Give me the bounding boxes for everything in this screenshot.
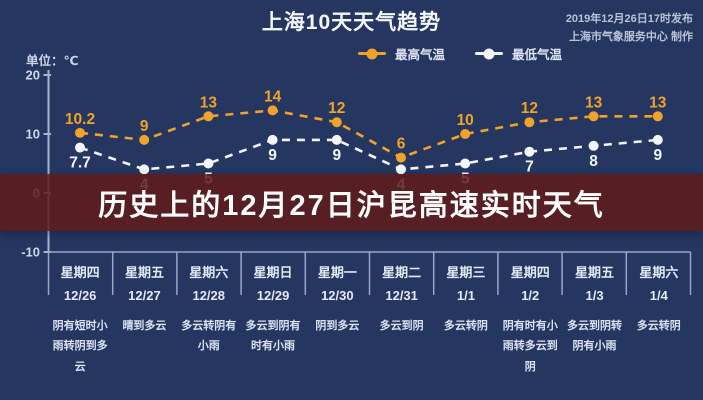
data-point-marker xyxy=(524,146,535,157)
data-point-marker xyxy=(524,117,535,128)
data-point-marker xyxy=(75,142,85,153)
date-label: 1/3 xyxy=(585,288,604,303)
weather-text: 多云到阴有时有小雨 xyxy=(245,320,301,353)
data-point-marker xyxy=(203,111,214,122)
day-column: 星期四 12/26 阴有短时小雨转阴到多云 xyxy=(48,258,112,377)
high-temp-legend-marker-icon xyxy=(358,48,386,59)
data-point-marker xyxy=(267,105,278,116)
date-label: 12/28 xyxy=(192,288,226,303)
weather-text: 多云转阴有小雨 xyxy=(181,320,237,353)
day-column: 星期五 12/27 晴到多云 xyxy=(112,258,176,377)
value-label: 12 xyxy=(521,100,538,117)
publish-info: 2019年12月26日17时发布 上海市气象服务中心 制作 xyxy=(566,10,693,46)
data-point-marker xyxy=(460,158,471,169)
y-tick-label: 10 xyxy=(26,127,40,142)
value-label: 9 xyxy=(140,118,149,135)
date-label: 1/4 xyxy=(649,288,668,303)
value-label: 13 xyxy=(649,94,667,111)
value-label: 13 xyxy=(585,94,603,111)
weekday-label: 星期三 xyxy=(446,265,486,280)
weather-text: 多云到阴转阴有小雨 xyxy=(567,320,623,353)
data-point-marker xyxy=(588,111,599,122)
weather-text: 阴有时有小雨转多云到阴 xyxy=(502,320,558,373)
day-column: 星期六 1/4 多云转阴 xyxy=(627,258,691,377)
day-column: 星期三 1/1 多云转阴 xyxy=(434,258,498,377)
weather-text: 多云到阴 xyxy=(379,320,424,332)
low-temp-legend-marker-icon xyxy=(475,48,504,59)
weekday-label: 星期一 xyxy=(317,265,357,280)
legend-label: 最低气温 xyxy=(512,48,563,62)
date-label: 12/27 xyxy=(128,288,161,303)
data-point-marker xyxy=(460,129,471,139)
day-column: 星期四 1/2 阴有时有小雨转多云到阴 xyxy=(498,258,562,377)
weather-text: 阴有短时小雨转阴到多云 xyxy=(52,320,108,373)
weekday-label: 星期四 xyxy=(60,265,100,280)
forecast-table: 星期四 12/26 阴有短时小雨转阴到多云 星期五 12/27 晴到多云 星期六… xyxy=(48,258,691,377)
data-point-marker xyxy=(396,152,406,163)
data-point-marker xyxy=(75,127,85,138)
value-label: 7.7 xyxy=(69,155,91,172)
data-point-marker xyxy=(267,134,278,145)
value-label: 12 xyxy=(328,100,345,117)
headline-text: 历史上的12月27日沪昆高速实时天气 xyxy=(98,189,605,222)
high-temp-line xyxy=(79,109,658,160)
day-column: 星期日 12/29 多云到阴有时有小雨 xyxy=(241,258,305,377)
value-label: 9 xyxy=(653,147,662,164)
value-label: 6 xyxy=(397,136,406,153)
weather-text: 阴到多云 xyxy=(315,320,360,332)
data-point-marker xyxy=(331,117,342,128)
y-tick-label: 20 xyxy=(26,68,40,83)
value-label: 10.2 xyxy=(65,111,95,128)
value-label: 14 xyxy=(264,88,282,105)
weekday-label: 星期五 xyxy=(575,265,615,280)
data-point-marker xyxy=(396,164,406,175)
weekday-label: 星期四 xyxy=(510,265,550,280)
day-column: 星期二 12/31 多云到阴 xyxy=(369,258,433,377)
data-point-marker xyxy=(331,134,342,145)
publish-source: 上海市气象服务中心 制作 xyxy=(568,31,693,44)
day-column: 星期五 1/3 多云到阴转阴有小雨 xyxy=(562,258,626,377)
data-point-marker xyxy=(203,158,214,169)
y-tick-label: -10 xyxy=(21,245,40,260)
data-point-marker xyxy=(139,164,150,175)
date-label: 12/26 xyxy=(63,288,97,303)
legend-label: 最高气温 xyxy=(395,48,446,62)
value-label: 9 xyxy=(332,147,341,164)
weekday-label: 星期六 xyxy=(189,265,229,280)
legend-item-high-temp: 最高气温 xyxy=(358,44,445,63)
weekday-label: 星期五 xyxy=(124,265,164,280)
data-point-marker xyxy=(652,134,663,145)
value-label: 7 xyxy=(525,159,534,176)
value-label: 10 xyxy=(457,112,474,129)
date-label: 12/29 xyxy=(256,288,290,303)
axis-unit-label: 单位：℃ xyxy=(26,54,79,68)
date-label: 12/31 xyxy=(385,288,418,303)
data-point-marker xyxy=(652,111,663,122)
chart-title: 上海10天天气趋势 xyxy=(261,11,442,34)
chart-legend: 最高气温 最低气温 xyxy=(358,44,562,63)
value-label: 8 xyxy=(589,153,598,170)
weather-text: 晴到多云 xyxy=(122,320,167,332)
publish-date: 2019年12月26日17时发布 xyxy=(565,13,693,25)
weather-text: 多云转阴 xyxy=(636,320,681,332)
low-temp-line xyxy=(79,138,658,171)
value-label: 13 xyxy=(200,94,218,111)
data-point-marker xyxy=(588,140,599,151)
weekday-label: 星期二 xyxy=(382,265,422,280)
data-point-marker xyxy=(139,134,150,145)
weekday-label: 星期六 xyxy=(639,265,679,280)
day-column: 星期六 12/28 多云转阴有小雨 xyxy=(177,258,241,377)
weather-text: 多云转阴 xyxy=(443,320,488,332)
headline-banner: 历史上的12月27日沪昆高速实时天气 xyxy=(0,174,703,231)
legend-item-low-temp: 最低气温 xyxy=(475,44,562,63)
date-label: 1/2 xyxy=(521,288,540,303)
date-label: 1/1 xyxy=(456,288,475,303)
weekday-label: 星期日 xyxy=(253,265,293,280)
day-column: 星期一 12/30 阴到多云 xyxy=(305,258,369,377)
value-label: 9 xyxy=(268,147,277,164)
date-label: 12/30 xyxy=(321,288,354,303)
